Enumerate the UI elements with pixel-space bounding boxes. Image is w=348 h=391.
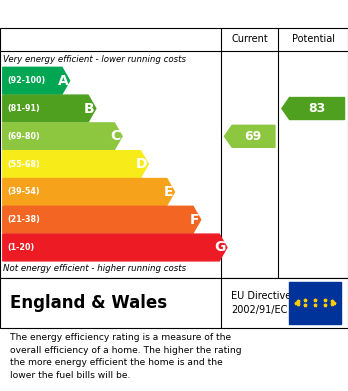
Polygon shape bbox=[3, 179, 174, 205]
Text: F: F bbox=[190, 213, 199, 227]
Polygon shape bbox=[3, 234, 227, 261]
Text: G: G bbox=[214, 240, 226, 255]
Text: (92-100): (92-100) bbox=[7, 76, 45, 85]
Text: England & Wales: England & Wales bbox=[10, 294, 168, 312]
Text: Very energy efficient - lower running costs: Very energy efficient - lower running co… bbox=[3, 55, 187, 64]
Polygon shape bbox=[224, 126, 275, 147]
Text: E: E bbox=[164, 185, 173, 199]
Text: (81-91): (81-91) bbox=[7, 104, 40, 113]
Text: C: C bbox=[110, 129, 121, 143]
Text: The energy efficiency rating is a measure of the
overall efficiency of a home. T: The energy efficiency rating is a measur… bbox=[10, 333, 242, 380]
Polygon shape bbox=[3, 206, 201, 233]
Text: Energy Efficiency Rating: Energy Efficiency Rating bbox=[10, 7, 213, 22]
Polygon shape bbox=[3, 67, 70, 94]
Text: Current: Current bbox=[231, 34, 268, 44]
Bar bbox=[289, 282, 341, 324]
Polygon shape bbox=[3, 123, 122, 150]
Polygon shape bbox=[3, 95, 96, 122]
Text: D: D bbox=[135, 157, 147, 171]
Text: A: A bbox=[57, 74, 68, 88]
Text: (55-68): (55-68) bbox=[7, 160, 40, 169]
Polygon shape bbox=[282, 97, 345, 120]
Text: EU Directive
2002/91/EC: EU Directive 2002/91/EC bbox=[231, 291, 292, 315]
Text: (69-80): (69-80) bbox=[7, 132, 40, 141]
Text: (1-20): (1-20) bbox=[7, 243, 34, 252]
Text: B: B bbox=[84, 102, 94, 115]
Polygon shape bbox=[3, 151, 148, 178]
Text: 83: 83 bbox=[308, 102, 325, 115]
Text: Potential: Potential bbox=[292, 34, 335, 44]
Text: Not energy efficient - higher running costs: Not energy efficient - higher running co… bbox=[3, 264, 187, 273]
Text: 69: 69 bbox=[245, 130, 262, 143]
Text: (21-38): (21-38) bbox=[7, 215, 40, 224]
Text: (39-54): (39-54) bbox=[7, 187, 40, 196]
